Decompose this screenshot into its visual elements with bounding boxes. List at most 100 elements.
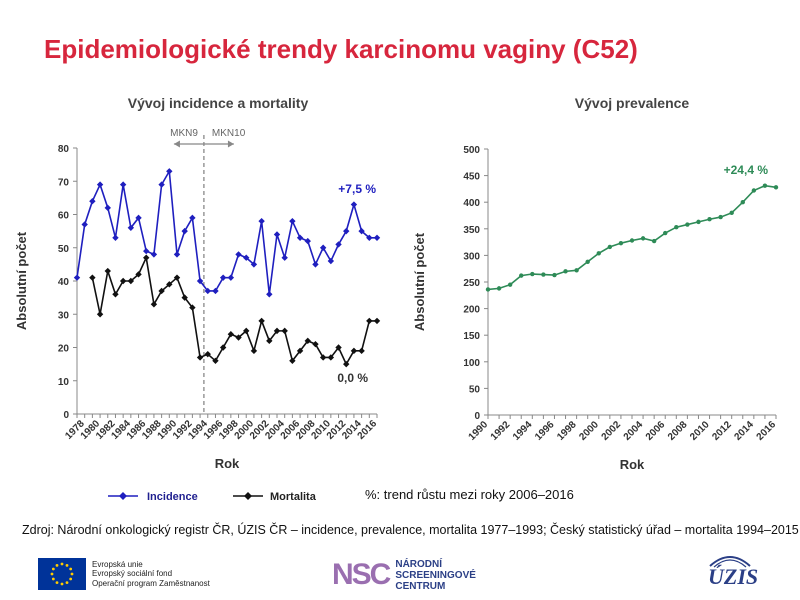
- incidence-point: [296, 234, 304, 241]
- y-tick-label: 150: [463, 331, 480, 342]
- prevalence-point: [519, 273, 524, 278]
- mortality-point: [89, 274, 96, 281]
- eu-star: [51, 567, 55, 571]
- prevalence-point: [640, 236, 646, 241]
- eu-star: [60, 562, 64, 566]
- incidence-point: [335, 241, 342, 248]
- prevalence-point: [552, 272, 557, 278]
- source-text: Zdroj: Národní onkologický registr ČR, Ú…: [22, 523, 799, 537]
- incidence-point: [112, 234, 119, 241]
- mortality-point: [181, 294, 188, 301]
- y-tick-label: 60: [58, 211, 70, 222]
- eu-stars-icon: [50, 562, 74, 586]
- nsc-logo: NSC NÁRODNÍ SCREENINGOVÉ CENTRUM: [332, 558, 476, 592]
- mortality-point: [335, 344, 342, 351]
- legend-incidence-marker: [119, 492, 127, 500]
- eu-logo: Evropská unie Evropský sociální fond Ope…: [38, 558, 210, 590]
- incidence-point: [96, 181, 104, 188]
- mortality-point: [135, 271, 142, 278]
- incidence-point: [281, 254, 288, 261]
- y-tick-label: 30: [58, 310, 70, 321]
- prevalence-point: [585, 259, 590, 264]
- x-axis-label: Rok: [620, 457, 645, 472]
- x-tick-label: 2008: [666, 419, 690, 443]
- incidence-point: [366, 234, 373, 241]
- prevalence-point: [530, 271, 535, 277]
- incidence-point: [135, 214, 142, 222]
- mortality-point: [173, 274, 181, 281]
- prevalence-point: [485, 287, 491, 292]
- incidence-point: [327, 257, 335, 265]
- mortality-point: [227, 331, 235, 338]
- mortality-point: [127, 277, 135, 285]
- arrow-right-icon: [227, 140, 234, 148]
- x-tick-label: 2000: [577, 419, 601, 443]
- x-axis-label: Rok: [215, 456, 240, 471]
- prevalence-point: [541, 272, 546, 277]
- x-tick-label: 1992: [489, 419, 513, 443]
- incidence-point: [119, 181, 127, 188]
- x-tick-label: 2006: [644, 419, 668, 443]
- y-tick-label: 250: [463, 278, 480, 289]
- y-tick-label: 40: [58, 277, 70, 288]
- incidence-point: [319, 244, 327, 251]
- y-tick-label: 100: [463, 358, 480, 369]
- legend-mortality-marker: [244, 492, 252, 500]
- incidence-point: [266, 291, 273, 298]
- mortality-line: [91, 255, 377, 366]
- x-tick-label: 2002: [600, 419, 624, 443]
- eu-star: [55, 563, 59, 567]
- prevalence-point: [729, 210, 734, 216]
- mortality-point: [143, 254, 150, 261]
- prevalence-point: [773, 185, 779, 190]
- eu-star: [69, 567, 73, 571]
- prevalence-point: [629, 238, 635, 243]
- mkn9-label: MKN9: [170, 128, 198, 139]
- incidence-trend-label: +7,5 %: [338, 182, 376, 196]
- incidence-point: [258, 217, 265, 225]
- x-tick-label: 2014: [732, 419, 756, 443]
- y-tick-label: 50: [58, 244, 70, 255]
- incidence-point: [358, 227, 365, 235]
- incidence-point: [189, 214, 196, 222]
- mortality-point: [196, 354, 204, 361]
- incidence-point: [127, 224, 135, 231]
- legend-incidence-label: Incidence: [147, 491, 198, 503]
- incidence-point: [73, 274, 81, 281]
- incidence-point: [250, 261, 258, 268]
- x-tick-label: 2004: [622, 419, 646, 443]
- incidence-point: [312, 261, 319, 268]
- chart-title: Vývoj prevalence: [575, 95, 690, 111]
- y-tick-label: 0: [474, 411, 480, 422]
- y-tick-label: 70: [58, 177, 70, 188]
- prevalence-point: [707, 217, 712, 222]
- x-tick-label: 1996: [533, 419, 557, 443]
- prevalence-chart: Vývoj prevalence 0 50 100 150 200 250 300 350 400…: [412, 95, 779, 472]
- mortality-point: [243, 327, 250, 335]
- prevalence-point: [663, 230, 668, 236]
- nsc-mark: NSC: [332, 558, 391, 591]
- nsc-line: SCREENINGOVÉ: [395, 569, 476, 581]
- y-tick-label: 400: [463, 198, 480, 209]
- nsc-line: CENTRUM: [395, 580, 446, 592]
- prevalence-point: [762, 183, 768, 188]
- incidence-point: [212, 287, 219, 295]
- eu-flag-icon: [38, 558, 86, 590]
- prevalence-point: [574, 268, 579, 273]
- mortality-point: [366, 317, 373, 325]
- mortality-point: [150, 301, 158, 308]
- y-tick-label: 80: [58, 144, 70, 155]
- y-tick-label: 300: [463, 251, 480, 262]
- prevalence-point: [618, 240, 624, 246]
- mkn10-label: MKN10: [212, 128, 246, 139]
- y-axis-label: Absolutní počet: [14, 231, 29, 330]
- chart-title: Vývoj incidence a mortality: [128, 95, 309, 111]
- incidence-point: [273, 231, 281, 238]
- x-tick-label: 1990: [467, 419, 491, 443]
- prevalence-trend-label: +24,4 %: [724, 163, 769, 177]
- prevalence-point: [507, 282, 513, 287]
- mortality-point: [96, 311, 104, 318]
- mortality-point: [104, 267, 111, 275]
- mortality-point: [281, 327, 288, 335]
- y-tick-label: 50: [469, 384, 481, 395]
